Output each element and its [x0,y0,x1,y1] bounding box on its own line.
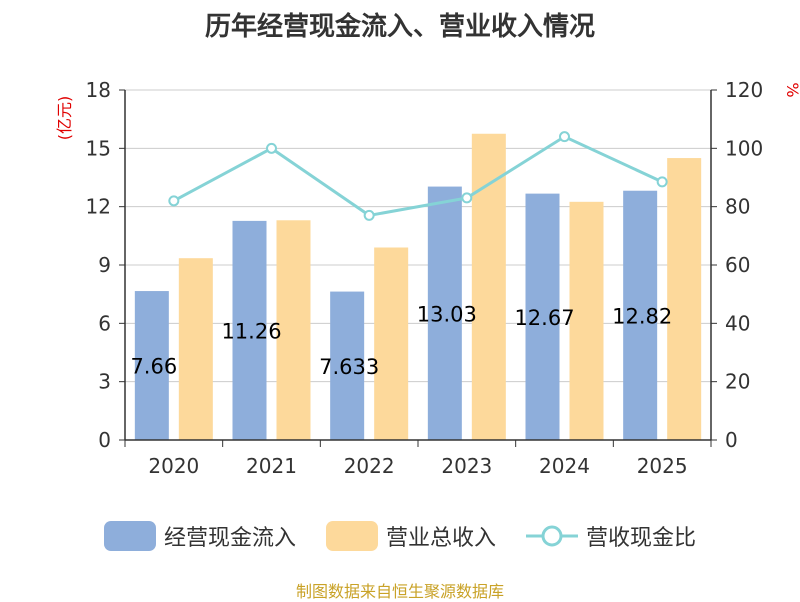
ratio-point [656,176,668,188]
legend-item-cash-inflow[interactable]: 经营现金流入 [103,520,296,552]
ratio-point [266,142,277,154]
legend-line-ratio-icon [526,525,578,547]
right-axis-unit-label: % [783,82,800,97]
x-axis-tick-label: 2025 [637,454,688,478]
left-axis-tick-label: 12 [86,195,111,219]
bar-revenue [667,158,702,441]
ratio-line [173,134,663,218]
left-axis-tick-label: 9 [98,253,111,277]
right-axis-tick-label: 20 [725,370,750,394]
legend-label-revenue: 营业总收入 [385,526,496,551]
bar-cash-inflow [330,291,365,440]
ratio-line-layer [168,131,668,221]
data-label-cash-inflow: 7.633 [319,355,379,379]
bar-revenue [471,133,506,440]
ratio-point [559,131,570,143]
x-axis-tick-label: 2023 [441,454,492,478]
bar-cash-inflow [623,190,658,440]
legend-label-ratio: 营收现金比 [586,526,697,551]
bar-revenue [569,201,604,440]
right-axis-tick-label: 0 [725,428,738,452]
right-axis-tick-label: 120 [725,78,763,102]
x-axis-tick-label: 2020 [148,454,199,478]
legend-item-ratio[interactable]: 营收现金比 [526,520,696,552]
bar-cash-inflow [427,186,462,440]
data-label-cash-inflow: 12.67 [514,306,574,330]
legend: 经营现金流入 营业总收入 营收现金比 [0,516,800,556]
data-label-cash-inflow: 12.82 [612,304,672,328]
x-axis-tick-label: 2021 [246,454,297,478]
legend-label-cash-inflow: 经营现金流入 [163,526,296,551]
bar-cash-inflow [525,193,560,440]
legend-item-revenue[interactable]: 营业总收入 [325,520,496,552]
data-label-cash-inflow: 11.26 [221,319,281,343]
axes: 0 3 6 9 12 15 18 0 20 40 60 80 100 120 (亿元)% 2020 2021 20… [55,78,800,478]
right-axis-tick-label: 40 [725,311,750,335]
ratio-point [461,192,473,204]
bar-revenue [178,258,213,440]
grid-lines [125,89,711,383]
data-label-cash-inflow: 7.66 [130,355,177,379]
source-note: 制图数据来自恒生聚源数据库 [295,582,504,601]
legend-swatch-revenue [325,521,378,551]
right-axis-tick-label: 80 [725,195,750,219]
left-axis-tick-label: 0 [98,428,111,452]
left-axis-tick-label: 18 [86,78,111,102]
bar-cash-inflow [232,220,267,440]
bar-revenue [374,247,409,440]
x-axis-tick-label: 2024 [539,454,590,478]
bar-cash-inflow [134,291,169,440]
data-label-cash-inflow: 13.03 [417,302,477,326]
chart-title: 历年经营现金流入、营业收入情况 [204,12,595,42]
bar-revenue [276,220,311,440]
ratio-point [168,195,180,207]
right-axis-tick-label: 60 [725,253,750,277]
left-axis-unit-label: (亿元) [55,96,74,141]
left-axis-tick-label: 6 [98,311,111,335]
data-labels: 7.66 11.26 7.633 13.03 12.67 12.82 [130,302,672,379]
x-axis-tick-label: 2022 [344,454,395,478]
right-axis-tick-label: 100 [725,136,763,160]
bars [134,133,702,441]
ratio-point [363,209,375,221]
legend-swatch-cash-inflow [103,521,156,551]
left-axis-tick-label: 3 [98,370,111,394]
left-axis-tick-label: 15 [86,136,111,160]
